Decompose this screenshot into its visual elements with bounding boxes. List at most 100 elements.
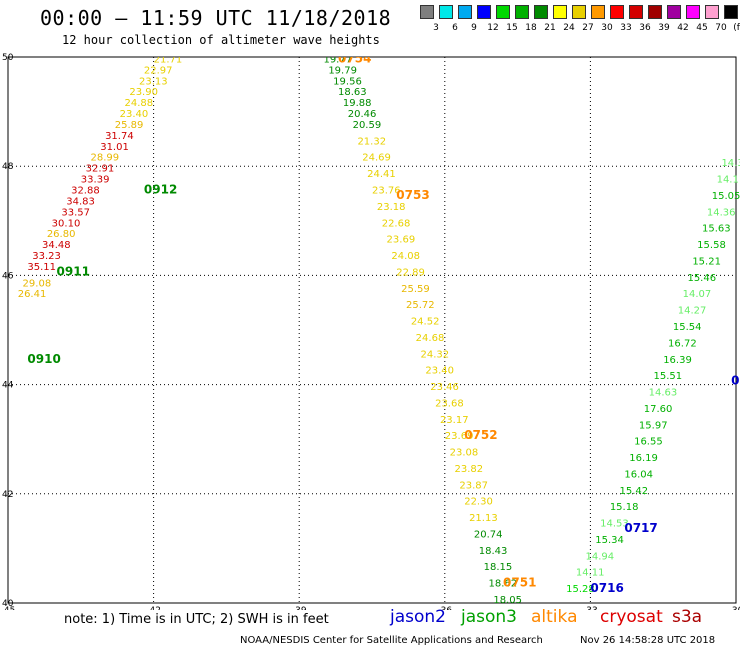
data-point-label: 16.55	[634, 437, 663, 448]
color-swatch	[648, 5, 662, 19]
color-scale-label: 30	[601, 23, 613, 33]
data-point-label: 23.76	[372, 186, 401, 197]
data-point-label: 15.97	[639, 420, 668, 431]
time-label: 0753	[396, 188, 429, 202]
data-point-label: 15.51	[653, 371, 682, 382]
data-point-label: 33.57	[61, 207, 90, 218]
y-tick-label: 42	[2, 490, 13, 500]
color-swatch	[553, 5, 567, 19]
color-scale-label: 39	[658, 23, 670, 33]
data-point-label: 15.28	[566, 584, 595, 595]
note-text: note: 1) Time is in UTC; 2) SWH is in fe…	[64, 612, 329, 627]
data-point-label: 23.90	[129, 87, 158, 98]
data-point-label: 16.04	[624, 469, 653, 480]
data-point-label: 18.86	[183, 11, 212, 22]
time-label: 0752	[464, 428, 497, 442]
x-tick-label: -45	[1, 606, 16, 610]
satellite-altika: altika	[531, 607, 578, 627]
satellite-cryosat: cryosat	[600, 607, 663, 627]
footer-credit: NOAA/NESDIS Center for Satellite Applica…	[240, 635, 543, 646]
color-swatch	[667, 5, 681, 19]
data-point-label: 23.69	[445, 431, 474, 442]
data-point-label: 20.59	[353, 120, 382, 131]
data-point-label: 18.15	[484, 562, 513, 573]
data-point-label: 17.39	[188, 0, 217, 11]
color-scale-label: 33	[620, 23, 632, 33]
chart-subtitle: 12 hour collection of altimeter wave hei…	[62, 33, 380, 47]
color-scale-label: 24	[563, 23, 575, 33]
data-point-label: 19.79	[328, 65, 357, 76]
data-point-label: 24.88	[124, 98, 153, 109]
y-tick-label: 44	[2, 381, 14, 391]
color-swatch	[496, 5, 510, 19]
data-point-label: 28.99	[91, 153, 120, 164]
color-scale-label: 9	[471, 23, 477, 33]
data-point-label: 24.41	[367, 169, 396, 180]
data-point-label: 16.87	[309, 11, 338, 22]
data-point-label: 24.68	[416, 333, 445, 344]
data-point-label: 19.88	[343, 98, 372, 109]
data-point-label: 18.62	[488, 579, 517, 590]
color-swatch	[477, 5, 491, 19]
data-point-label: 14.11	[576, 568, 605, 579]
data-point-label: 15.34	[595, 535, 624, 546]
data-point-label: 14.27	[678, 306, 707, 317]
data-point-label: 24.08	[391, 251, 420, 262]
plot-frame	[7, 56, 737, 604]
color-swatch	[420, 5, 434, 19]
color-scale-label: 18	[525, 23, 537, 33]
color-scale-label: 27	[582, 23, 594, 33]
data-point-label: 31.74	[105, 131, 134, 142]
data-point-label: 24.52	[411, 317, 440, 328]
data-point-label: 23.46	[430, 382, 459, 393]
x-tick-label: -33	[583, 606, 598, 610]
color-swatch	[629, 5, 643, 19]
time-label: 0716	[590, 581, 623, 595]
data-point-label: 21.71	[154, 54, 183, 65]
data-point-label: 17.50	[304, 0, 333, 11]
color-swatch	[439, 5, 453, 19]
data-point-label: 22.89	[396, 267, 425, 278]
y-tick-label: 40	[2, 599, 14, 609]
data-point-label: 23.87	[459, 480, 488, 491]
data-point-label: 30.10	[52, 218, 81, 229]
data-point-label: 15.42	[620, 486, 649, 497]
color-scale-label: (ft)	[733, 23, 740, 33]
data-point-label: 24.32	[421, 349, 450, 360]
data-point-label: 23.08	[450, 448, 479, 459]
time-label: 0912	[144, 183, 177, 197]
data-point-label: 23.82	[455, 464, 484, 475]
color-swatch	[458, 5, 472, 19]
color-scale-label: 36	[639, 23, 651, 33]
color-scale-label: 21	[544, 23, 556, 33]
data-point-label: 22.68	[382, 218, 411, 229]
data-point-label: 29.08	[23, 278, 52, 289]
data-point-label: 22.30	[464, 497, 493, 508]
data-point-label: 15.18	[610, 502, 639, 513]
data-point-label: 26.80	[47, 229, 76, 240]
data-point-label: 33.39	[81, 175, 110, 186]
y-tick-label: 48	[2, 162, 14, 172]
color-swatch	[686, 5, 700, 19]
data-point-label: 34.48	[42, 240, 71, 251]
y-tick-label: 46	[2, 271, 14, 281]
data-point-label: 14.36	[707, 207, 736, 218]
color-swatch	[705, 5, 719, 19]
data-point-label: 16.72	[668, 338, 697, 349]
color-swatch	[724, 5, 738, 19]
x-tick-label: -30	[729, 606, 740, 610]
data-point-label: 21.23	[158, 44, 187, 55]
color-scale-label: 70	[715, 23, 727, 33]
data-point-label: 33.23	[32, 251, 61, 262]
data-point-label: 18.43	[479, 546, 508, 557]
data-point-label: 20.19	[168, 33, 197, 44]
data-point-label: 23.69	[387, 235, 416, 246]
data-point-label: 23.13	[139, 76, 168, 87]
data-point-label: 18.79	[314, 33, 343, 44]
data-point-label: 18.63	[338, 87, 367, 98]
data-point-label: 20.74	[474, 529, 503, 540]
data-point-label: 15.21	[692, 256, 721, 267]
data-point-label: 17.60	[644, 404, 673, 415]
x-tick-label: -42	[146, 606, 161, 610]
data-point-label: 23.18	[377, 202, 406, 213]
